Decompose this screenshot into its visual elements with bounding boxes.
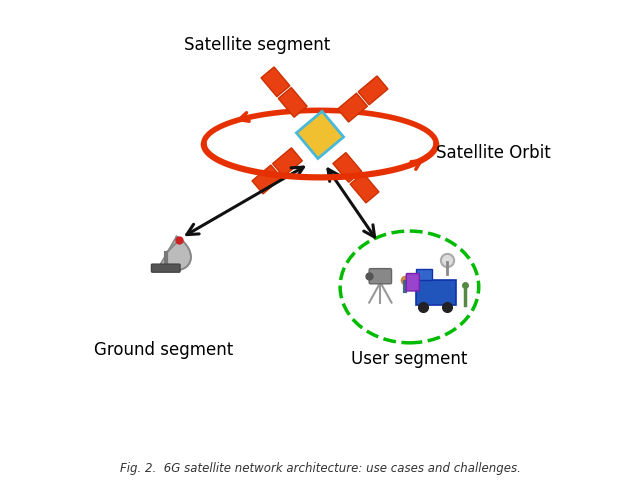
Text: Fig. 2.  6G satellite network architecture: use cases and challenges.: Fig. 2. 6G satellite network architectur… [120, 462, 520, 475]
Text: Satellite segment: Satellite segment [184, 36, 330, 54]
FancyBboxPatch shape [152, 264, 180, 272]
Polygon shape [159, 237, 191, 270]
Polygon shape [350, 173, 379, 203]
Polygon shape [338, 93, 367, 122]
FancyBboxPatch shape [369, 269, 392, 284]
Polygon shape [273, 148, 302, 176]
Polygon shape [333, 153, 362, 182]
Text: Ground segment: Ground segment [94, 341, 233, 359]
Polygon shape [261, 67, 290, 97]
FancyBboxPatch shape [416, 280, 456, 305]
Polygon shape [278, 87, 307, 117]
Polygon shape [358, 76, 388, 105]
FancyBboxPatch shape [416, 269, 432, 280]
Text: Satellite Orbit: Satellite Orbit [436, 144, 551, 162]
Polygon shape [252, 165, 282, 194]
Polygon shape [296, 111, 344, 158]
FancyBboxPatch shape [406, 274, 419, 291]
Text: User segment: User segment [351, 349, 468, 367]
